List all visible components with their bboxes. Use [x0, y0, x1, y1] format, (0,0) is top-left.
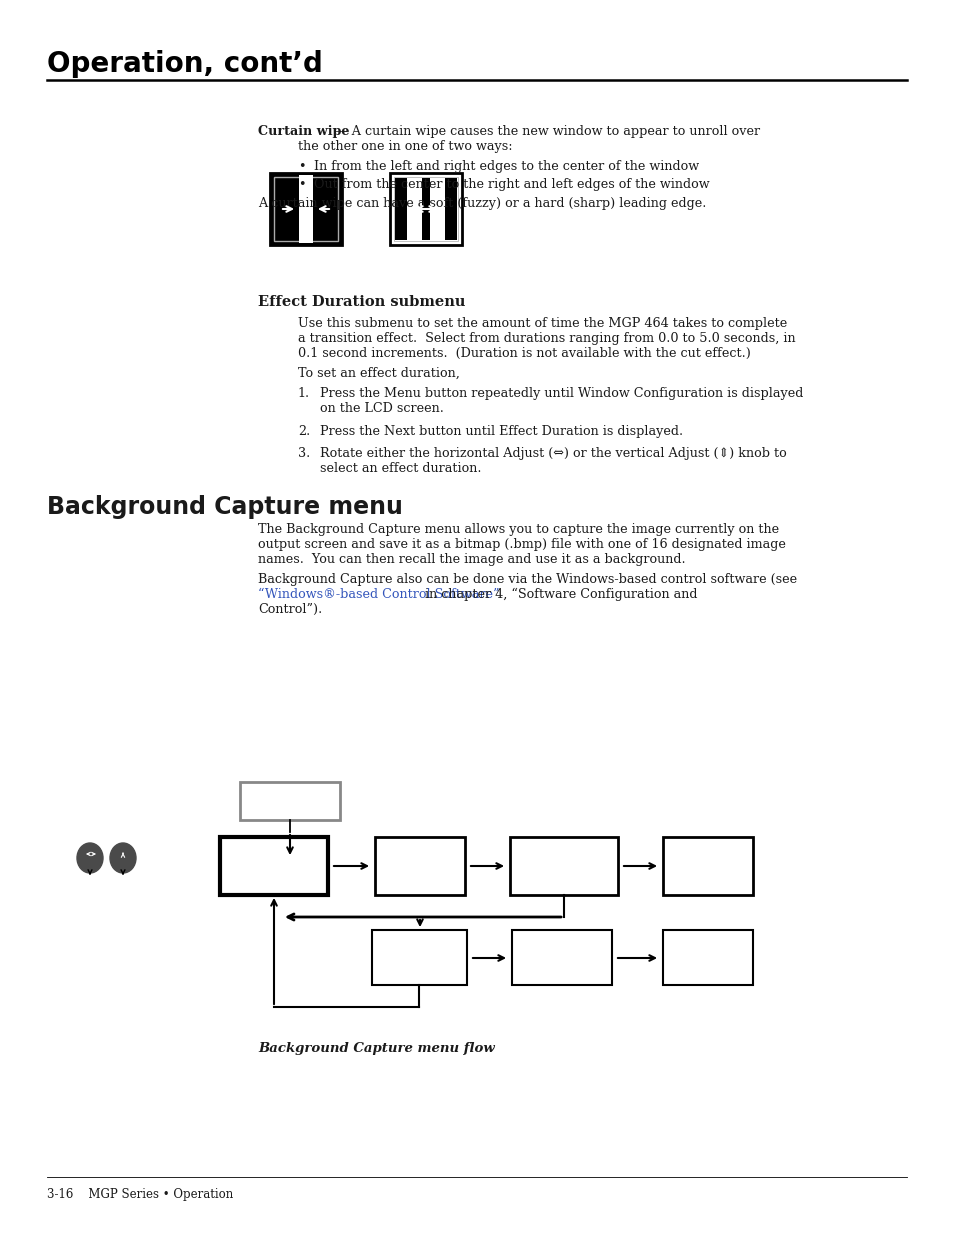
Text: output screen and save it as a bitmap (.bmp) file with one of 16 designated imag: output screen and save it as a bitmap (.… — [257, 538, 785, 551]
Bar — [220, 837, 328, 895]
Bar — [375, 837, 464, 895]
Bar — [662, 930, 752, 986]
Text: In from the left and right edges to the center of the window: In from the left and right edges to the … — [314, 161, 699, 173]
Text: Background Capture menu flow: Background Capture menu flow — [257, 1042, 495, 1055]
Text: 1.: 1. — [297, 387, 310, 400]
Bar — [372, 930, 467, 986]
Bar — [270, 173, 341, 245]
Text: Curtain wipe: Curtain wipe — [257, 125, 349, 138]
Text: the other one in one of two ways:: the other one in one of two ways: — [297, 140, 512, 153]
Bar — [512, 930, 612, 986]
Text: A curtain wipe can have a soft (fuzzy) or a hard (sharp) leading edge.: A curtain wipe can have a soft (fuzzy) o… — [257, 198, 705, 210]
Bar — [444, 178, 456, 240]
Text: •: • — [297, 178, 305, 191]
Ellipse shape — [77, 844, 103, 873]
Text: Use this submenu to set the amount of time the MGP 464 takes to complete: Use this submenu to set the amount of ti… — [297, 317, 786, 330]
Bar — [421, 178, 430, 240]
Text: Rotate either the horizontal Adjust (⇔) or the vertical Adjust (⇕) knob to: Rotate either the horizontal Adjust (⇔) … — [319, 447, 786, 459]
Bar — [510, 837, 618, 895]
Text: on the LCD screen.: on the LCD screen. — [319, 403, 443, 415]
Text: To set an effect duration,: To set an effect duration, — [297, 367, 459, 380]
Text: 2.: 2. — [297, 425, 310, 438]
Text: Control”).: Control”). — [257, 603, 322, 616]
Text: in chapter 4, “Software Configuration and: in chapter 4, “Software Configuration an… — [420, 588, 697, 601]
Text: 3.: 3. — [297, 447, 310, 459]
Text: Background Capture menu: Background Capture menu — [47, 495, 402, 519]
Bar — [395, 178, 407, 240]
Text: The Background Capture menu allows you to capture the image currently on the: The Background Capture menu allows you t… — [257, 522, 779, 536]
Text: Operation, cont’d: Operation, cont’d — [47, 49, 322, 78]
Bar — [274, 177, 337, 241]
Text: a transition effect.  Select from durations ranging from 0.0 to 5.0 seconds, in: a transition effect. Select from duratio… — [297, 332, 795, 345]
Text: Background Capture also can be done via the Windows-based control software (see: Background Capture also can be done via … — [257, 573, 797, 585]
Text: 0.1 second increments.  (Duration is not available with the cut effect.): 0.1 second increments. (Duration is not … — [297, 347, 750, 359]
Bar — [298, 175, 313, 243]
Ellipse shape — [110, 844, 136, 873]
Text: Press the Next button until Effect Duration is displayed.: Press the Next button until Effect Durat… — [319, 425, 682, 438]
Text: Out from the center to the right and left edges of the window: Out from the center to the right and lef… — [314, 178, 709, 191]
Bar — [394, 177, 457, 241]
Text: Effect Duration submenu: Effect Duration submenu — [257, 295, 465, 309]
Text: “Windows®-based Control Software”: “Windows®-based Control Software” — [257, 588, 499, 601]
Text: Press the Menu button repeatedly until Window Configuration is displayed: Press the Menu button repeatedly until W… — [319, 387, 802, 400]
Text: 3-16    MGP Series • Operation: 3-16 MGP Series • Operation — [47, 1188, 233, 1200]
Text: — A curtain wipe causes the new window to appear to unroll over: — A curtain wipe causes the new window t… — [331, 125, 760, 138]
Bar — [390, 173, 461, 245]
Text: names.  You can then recall the image and use it as a background.: names. You can then recall the image and… — [257, 553, 685, 566]
Bar — [662, 837, 752, 895]
Text: •: • — [297, 161, 305, 173]
Bar — [240, 782, 339, 820]
Text: select an effect duration.: select an effect duration. — [319, 462, 481, 475]
